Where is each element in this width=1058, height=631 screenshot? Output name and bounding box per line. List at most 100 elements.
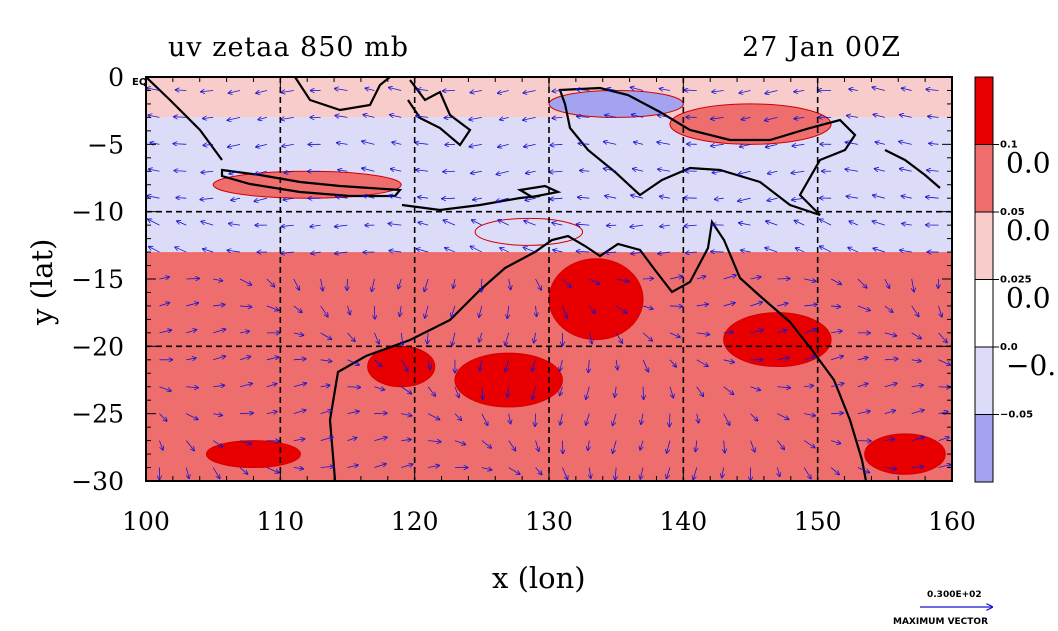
wind-vector xyxy=(562,467,567,480)
wind-vector xyxy=(589,467,590,479)
wind-vector xyxy=(338,170,348,171)
wind-vector xyxy=(176,90,187,91)
wind-vector xyxy=(607,225,617,226)
wind-vector xyxy=(400,359,408,371)
wind-vector xyxy=(845,142,859,144)
wind-vector xyxy=(873,248,885,253)
wind-vector xyxy=(911,467,923,468)
wind-vector xyxy=(633,169,644,172)
wind-vector xyxy=(803,467,811,479)
wind-vector xyxy=(389,251,402,253)
wind-vector xyxy=(576,224,590,225)
map-area xyxy=(146,77,952,481)
wind-vector xyxy=(884,439,894,441)
wind-vector xyxy=(605,196,617,198)
vorticity-feature-6 xyxy=(864,433,946,475)
wind-vector xyxy=(186,358,196,360)
wind-vector xyxy=(666,467,671,479)
wind-vector xyxy=(498,90,509,93)
wind-vector xyxy=(239,467,247,475)
wind-vector xyxy=(239,306,251,307)
wind-vector xyxy=(149,247,160,253)
wind-vector xyxy=(848,248,859,253)
colorbar-level-label: 0.1 xyxy=(1000,140,1018,151)
y-tick-labels: 0 −5 −10 −15 −20 −25 −30 xyxy=(71,63,124,496)
wind-vector xyxy=(256,90,267,93)
wind-vector xyxy=(203,117,214,118)
plot-time-label: 27 Jan 00Z xyxy=(742,32,901,63)
wind-vector xyxy=(443,220,456,226)
wind-vector xyxy=(577,251,590,252)
wind-vector xyxy=(643,386,644,399)
wind-vector xyxy=(884,278,890,288)
wind-vector xyxy=(203,144,214,145)
wind-vector xyxy=(830,356,843,361)
wind-vector xyxy=(660,89,670,91)
wind-vector xyxy=(320,360,332,362)
wind-vector xyxy=(454,413,461,421)
wind-vector xyxy=(362,141,375,145)
wind-vector xyxy=(696,276,706,279)
wind-vector xyxy=(722,467,724,478)
y-tick-label: −5 xyxy=(87,130,124,159)
wind-vector xyxy=(550,198,563,199)
wind-vector xyxy=(428,359,430,369)
wind-vector xyxy=(765,248,778,253)
x-tick-label: 140 xyxy=(659,507,707,536)
wind-vector xyxy=(911,332,921,339)
wind-vector xyxy=(849,221,859,226)
wind-vector xyxy=(845,169,859,171)
wind-vector xyxy=(231,198,241,200)
wind-vector xyxy=(604,142,617,145)
wind-vector xyxy=(562,305,567,318)
wind-vector xyxy=(213,385,224,386)
wind-vector xyxy=(239,331,249,333)
wind-vector xyxy=(320,305,328,317)
x-tick-label: 110 xyxy=(256,507,304,536)
wind-vector xyxy=(335,225,348,227)
wind-vector xyxy=(213,414,222,416)
wind-vector xyxy=(534,332,536,343)
wind-vector xyxy=(750,386,761,391)
wind-vector xyxy=(739,223,751,225)
wind-vector xyxy=(872,87,885,91)
wind-vector xyxy=(509,413,511,424)
wind-vector xyxy=(258,117,267,119)
wind-vector xyxy=(607,89,617,91)
wind-vector xyxy=(418,222,429,225)
wind-vector xyxy=(498,220,509,226)
wind-vector xyxy=(929,143,939,144)
x-tick-label: 120 xyxy=(391,507,439,536)
wind-vector xyxy=(723,332,734,333)
wind-vector xyxy=(830,278,841,284)
wind-vector xyxy=(588,440,590,451)
wind-vector xyxy=(641,413,643,424)
wind-vector xyxy=(605,115,617,117)
wind-vector xyxy=(884,332,897,336)
max-vector-value: 0.300E+02 xyxy=(927,590,982,600)
wind-vector xyxy=(159,277,169,279)
wind-vector xyxy=(424,278,429,291)
wind-vector xyxy=(186,413,198,420)
wind-vector xyxy=(201,90,214,91)
wind-vector xyxy=(482,386,483,399)
wind-vector xyxy=(938,332,947,343)
wind-vector xyxy=(830,441,840,444)
wind-vector xyxy=(804,304,817,306)
y-tick-label: −15 xyxy=(71,265,124,294)
wind-vector xyxy=(900,250,912,252)
wind-vector xyxy=(239,278,251,285)
wind-vector xyxy=(750,330,764,334)
wind-vector xyxy=(740,144,751,147)
wind-vector xyxy=(642,332,652,341)
wind-vector xyxy=(229,224,241,226)
wind-vector xyxy=(589,278,599,284)
wind-vector xyxy=(507,386,508,397)
wind-vector xyxy=(791,171,805,173)
x-tick-label: 150 xyxy=(794,507,842,536)
wind-vector xyxy=(159,330,171,334)
wind-vector xyxy=(401,464,412,468)
wind-vector xyxy=(479,305,483,317)
wind-vector xyxy=(283,198,294,200)
wind-vector xyxy=(873,114,885,117)
